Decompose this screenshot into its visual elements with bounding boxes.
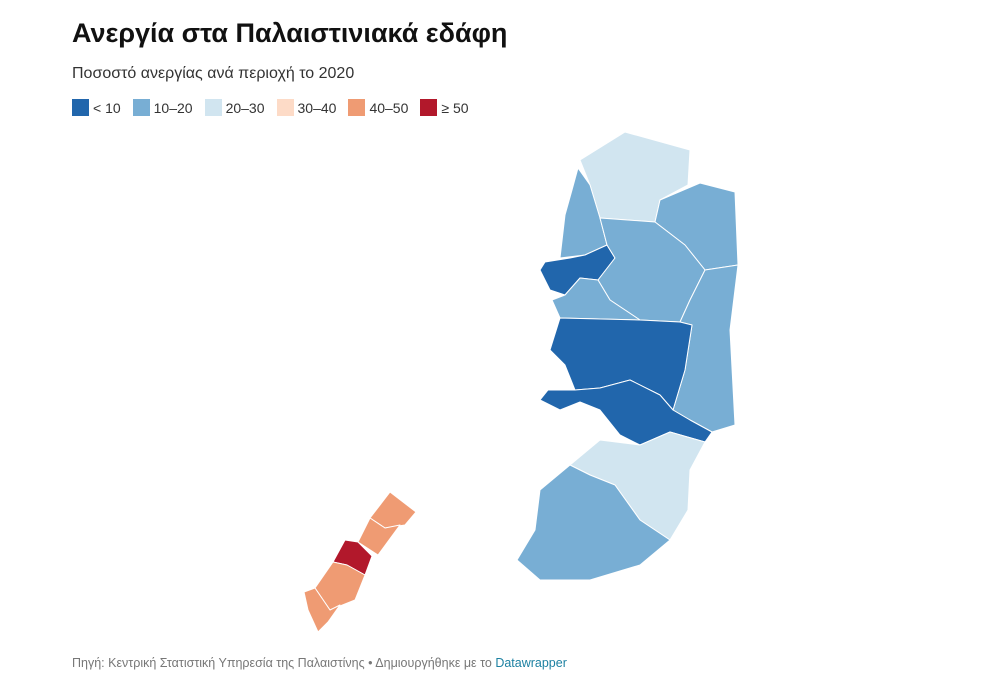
region xyxy=(516,464,671,581)
legend-item: 30–40 xyxy=(276,99,337,116)
legend-label: ≥ 50 xyxy=(441,99,469,116)
region xyxy=(551,277,641,321)
legend-swatch xyxy=(348,99,366,116)
legend: < 10 10–20 20–30 30–40 40–50 ≥ 50 xyxy=(72,99,469,116)
legend-label: 40–50 xyxy=(369,99,409,116)
region xyxy=(303,587,341,633)
legend-item: ≥ 50 xyxy=(420,99,469,116)
legend-swatch xyxy=(420,99,438,116)
legend-label: 30–40 xyxy=(297,99,337,116)
legend-item: 10–20 xyxy=(132,99,193,116)
region xyxy=(357,517,401,556)
gaza xyxy=(303,491,417,633)
legend-item: 40–50 xyxy=(348,99,408,116)
source: Πηγή: Κεντρική Στατιστική Υπηρεσία της Π… xyxy=(72,656,492,670)
subtitle: Ποσοστό ανεργίας ανά περιοχή το 2020 xyxy=(72,65,355,82)
legend-swatch xyxy=(132,99,150,116)
datawrapper-link[interactable]: Datawrapper xyxy=(495,656,567,670)
legend-label: 20–30 xyxy=(225,99,265,116)
legend-swatch xyxy=(204,99,222,116)
legend-swatch xyxy=(276,99,294,116)
west-bank xyxy=(516,131,739,581)
legend-item: < 10 xyxy=(72,99,121,116)
legend-swatch xyxy=(72,99,89,116)
legend-label: 10–20 xyxy=(153,99,193,116)
title: Ανεργία στα Παλαιστινιακά εδάφη xyxy=(72,18,508,48)
legend-item: 20–30 xyxy=(204,99,265,116)
legend-label: < 10 xyxy=(93,99,121,116)
footer: Πηγή: Κεντρική Στατιστική Υπηρεσία της Π… xyxy=(72,656,567,670)
